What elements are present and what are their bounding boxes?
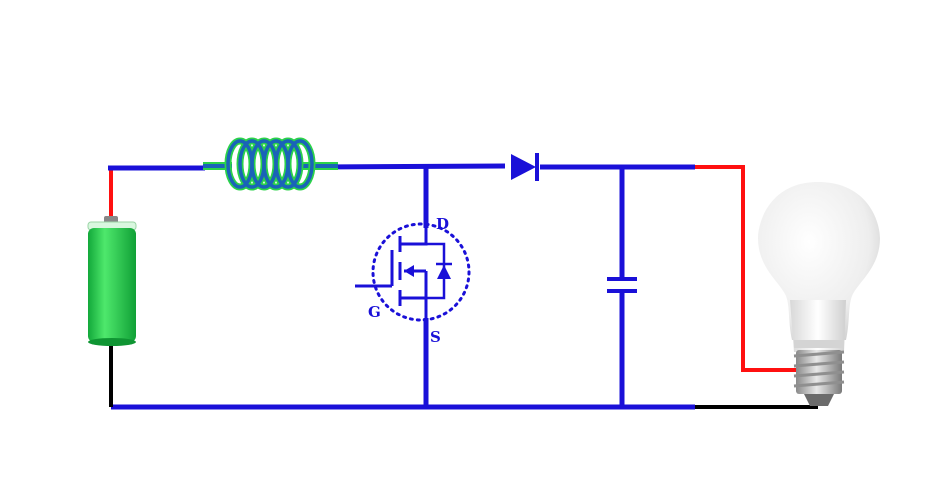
drain-label: D	[436, 215, 449, 233]
battery-icon	[87, 216, 137, 346]
diode-icon	[511, 153, 539, 181]
gate-label: G	[368, 303, 381, 321]
capacitor-icon	[607, 277, 637, 293]
battery-positive-wire	[109, 166, 205, 218]
coil-icon	[203, 137, 338, 191]
coil-loop	[286, 139, 314, 189]
light-bulb-icon	[758, 182, 880, 406]
source-label: S	[430, 328, 441, 346]
coil-loop	[274, 139, 302, 189]
output-positive-wire	[695, 165, 800, 372]
wires	[108, 163, 818, 410]
mosfet-icon: D G S	[355, 215, 471, 346]
inductor-to-node-wire	[319, 163, 506, 170]
